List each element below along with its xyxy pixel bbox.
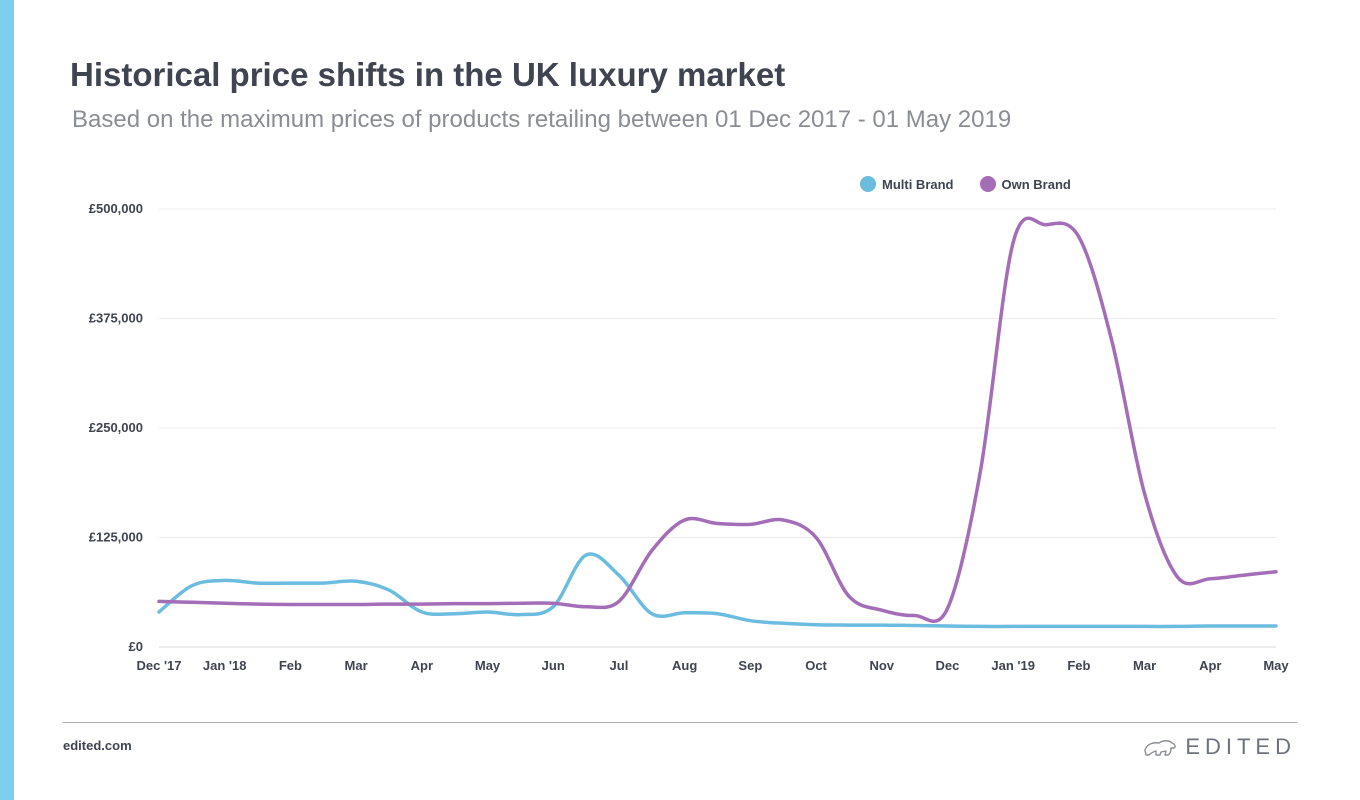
y-tick-label: £375,000 — [89, 311, 143, 326]
line-chart: £0 £125,000 £250,000 £375,000 £500,000 Dec '… — [89, 201, 1290, 673]
legend-item-multi-brand[interactable]: Multi Brand — [860, 176, 954, 192]
x-tick-label: Dec — [936, 658, 960, 673]
chart-title: Historical price shifts in the UK luxury… — [70, 56, 786, 93]
footer-url[interactable]: edited.com — [63, 738, 132, 753]
grid-layer — [159, 208, 1276, 648]
x-tick-label: Jan '19 — [991, 658, 1035, 673]
x-axis-ticks: Dec '17 Jan '18 Feb Mar Apr May Jun Jul Aug Sep Oc… — [136, 658, 1289, 673]
y-tick-label: £0 — [129, 639, 143, 654]
x-tick-label: Mar — [1133, 658, 1156, 673]
x-tick-label: Nov — [869, 658, 894, 673]
logo-text: EDITED — [1185, 734, 1296, 759]
edited-logo[interactable]: EDITED — [1143, 734, 1296, 760]
x-tick-label: Jul — [610, 658, 629, 673]
chart-subtitle: Based on the maximum prices of products … — [72, 106, 1012, 133]
polar-bear-icon — [1144, 740, 1177, 756]
x-tick-label: Apr — [1199, 658, 1221, 673]
legend-swatch-own-brand — [979, 176, 996, 192]
x-tick-label: Sep — [738, 658, 762, 673]
x-tick-label: May — [475, 658, 501, 673]
legend-label-multi-brand: Multi Brand — [882, 176, 954, 192]
x-tick-label: Feb — [1067, 658, 1090, 673]
accent-bar — [0, 0, 14, 800]
legend-swatch-multi-brand — [860, 176, 876, 192]
x-tick-label: Apr — [411, 658, 433, 673]
x-tick-label: Oct — [805, 658, 827, 673]
y-tick-label: £500,000 — [89, 201, 143, 216]
x-tick-label: Feb — [279, 658, 302, 673]
x-tick-label: Jun — [542, 658, 565, 673]
x-tick-label: Mar — [345, 658, 368, 673]
y-tick-label: £125,000 — [89, 530, 143, 545]
x-tick-label: Aug — [672, 658, 697, 673]
legend: Multi Brand Own Brand — [860, 176, 1071, 192]
series-layer — [157, 216, 1278, 629]
x-tick-label: Jan '18 — [203, 658, 247, 673]
legend-item-own-brand[interactable]: Own Brand — [979, 176, 1071, 192]
footer-divider — [63, 722, 1297, 723]
x-tick-label: May — [1263, 658, 1289, 673]
series-line-multi-brand — [157, 552, 1278, 629]
legend-label-own-brand: Own Brand — [1001, 176, 1071, 192]
x-tick-label: Dec '17 — [136, 658, 181, 673]
series-line-own-brand — [157, 216, 1278, 623]
y-axis-ticks: £0 £125,000 £250,000 £375,000 £500,000 — [89, 201, 143, 654]
y-tick-label: £250,000 — [89, 420, 143, 435]
